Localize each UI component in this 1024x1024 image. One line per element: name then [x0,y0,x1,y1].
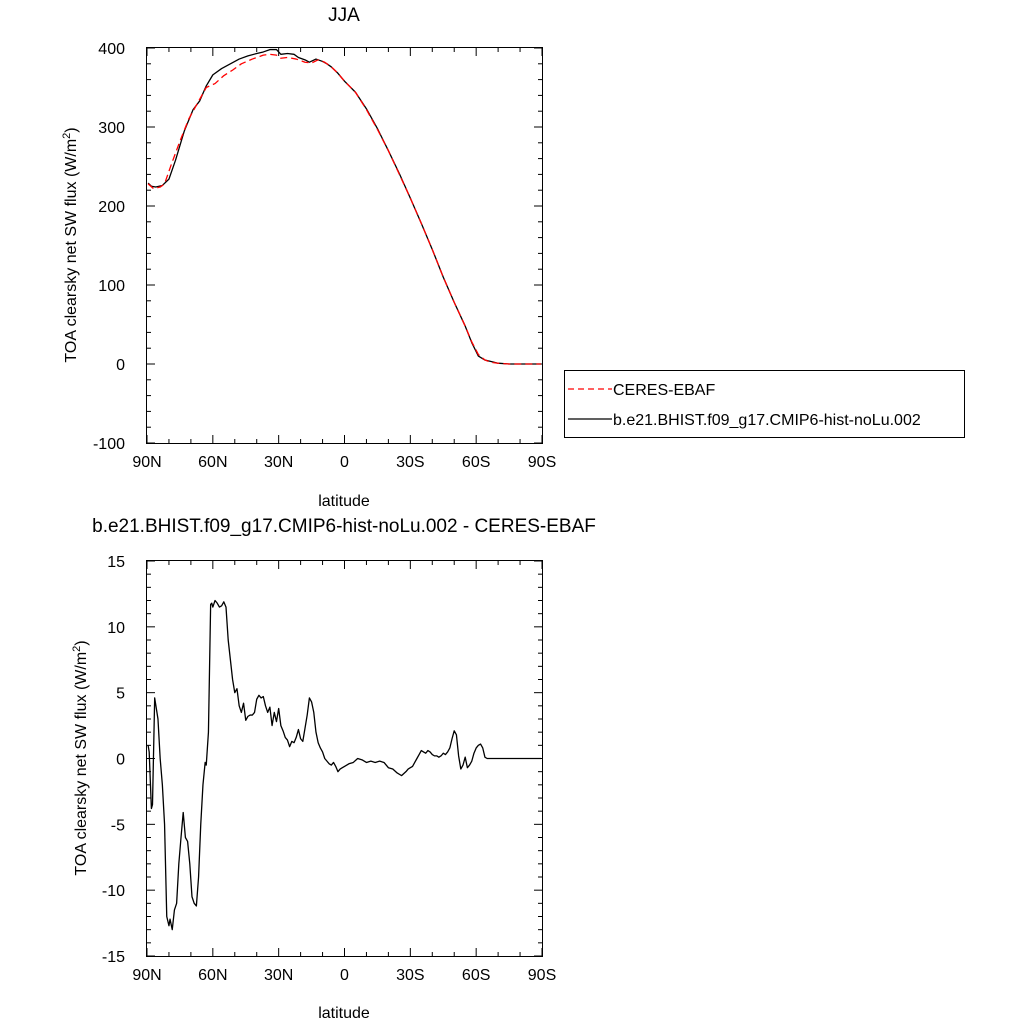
bottom-y-axis-title-main: TOA clearsky net SW flux (W/m [73,652,90,876]
x-tick-label: 90N [132,967,161,984]
top-y-axis-title-sup: 2 [61,133,73,139]
panel-bottom-chart: b.e21.BHIST.f09_g17.CMIP6-hist-noLu.002 … [71,516,596,1022]
y-tick-label: -10 [102,883,125,900]
top-series-lines [147,48,541,365]
bottom-y-tick-labels: -15 -10 -5 0 5 10 15 [102,554,125,966]
top-chart-title: JJA [328,5,360,26]
top-series-line-1 [147,48,541,365]
panel-top-chart: JJA 90N 60N 30N 0 30S 60S 90S -100 0 100 200 300 40… [61,5,965,510]
bottom-series-line-0 [147,599,541,931]
x-tick-label: 0 [340,454,349,471]
legend: CERES-EBAF b.e21.BHIST.f09_g17.CMIP6-his… [564,370,965,438]
top-x-axis-title: latitude [318,493,370,510]
y-tick-label: 100 [98,278,125,295]
legend-label-ceres: CERES-EBAF [613,382,715,399]
x-tick-label: 60N [198,454,227,471]
x-tick-label: 60S [462,454,490,471]
x-tick-label: 90N [132,454,161,471]
x-tick-label: 30S [396,454,424,471]
bottom-plot-frame [146,560,543,957]
top-y-axis-title: TOA clearsky net SW flux (W/m2) [61,127,80,362]
bottom-x-axis-title: latitude [318,1005,370,1022]
top-y-tick-labels: -100 0 100 200 300 400 [93,41,125,453]
x-tick-label: 60N [198,967,227,984]
y-tick-label: 0 [116,752,125,769]
y-tick-label: 300 [98,120,125,137]
x-tick-label: 90S [528,454,556,471]
bottom-y-axis-title: TOA clearsky net SW flux (W/m2) [71,640,90,875]
top-axis-ticks [146,47,543,444]
bottom-y-axis-title-close: ) [73,640,90,645]
bottom-chart-title: b.e21.BHIST.f09_g17.CMIP6-hist-noLu.002 … [92,516,596,537]
x-tick-label: 30N [264,967,293,984]
top-y-axis-title-main: TOA clearsky net SW flux (W/m [63,139,80,363]
y-tick-label: 15 [107,554,125,571]
y-tick-label: 10 [107,620,125,637]
y-tick-label: 5 [116,686,125,703]
bottom-x-tick-labels: 90N 60N 30N 0 30S 60S 90S [132,967,556,984]
y-tick-label: -15 [102,949,125,966]
x-tick-label: 0 [340,967,349,984]
legend-label-model: b.e21.BHIST.f09_g17.CMIP6-hist-noLu.002 [613,412,921,429]
x-tick-label: 60S [462,967,490,984]
y-tick-label: -100 [93,436,125,453]
top-y-axis-title-close: ) [63,127,80,132]
y-tick-label: 200 [98,199,125,216]
y-tick-label: 0 [116,357,125,374]
x-tick-label: 30S [396,967,424,984]
y-tick-label: 400 [98,41,125,58]
bottom-series-lines [147,599,541,931]
top-plot-frame [146,47,543,444]
top-series-line-0 [147,53,541,365]
y-tick-label: -5 [111,817,125,834]
top-x-tick-labels: 90N 60N 30N 0 30S 60S 90S [132,454,556,471]
x-tick-label: 90S [528,967,556,984]
x-tick-label: 30N [264,454,293,471]
legend-box [564,370,965,438]
bottom-y-axis-title-sup: 2 [71,646,83,652]
